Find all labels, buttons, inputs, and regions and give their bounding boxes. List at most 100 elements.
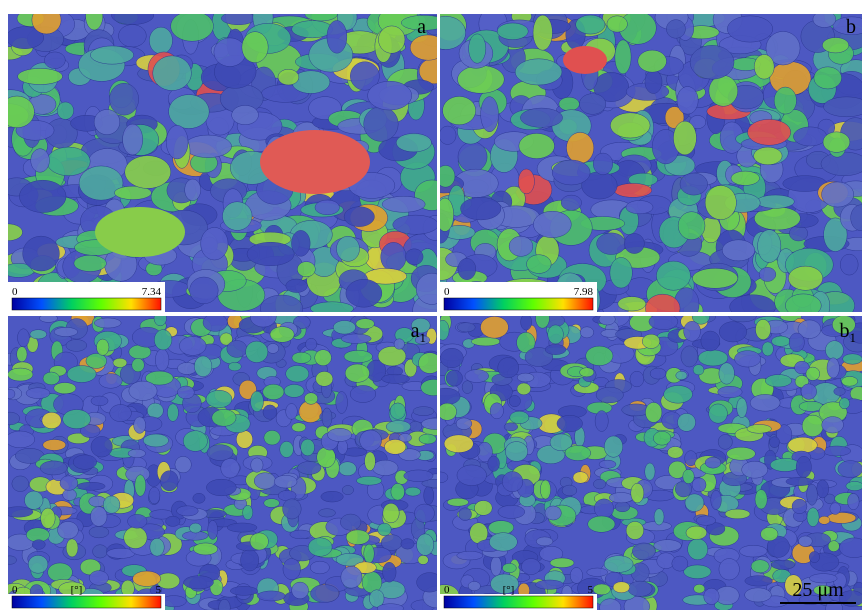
grain	[401, 539, 414, 549]
grain	[793, 127, 826, 146]
grain	[283, 558, 301, 579]
grain	[251, 458, 263, 472]
grain	[30, 330, 47, 339]
grain	[341, 566, 362, 588]
grain	[345, 364, 369, 382]
grain	[109, 83, 138, 115]
grain	[747, 119, 790, 145]
grain	[630, 371, 644, 387]
grain	[47, 147, 90, 176]
grain	[39, 314, 57, 322]
panel-letter: b	[840, 320, 850, 342]
grain	[587, 568, 608, 576]
grain	[310, 302, 353, 316]
grain	[438, 403, 457, 420]
grain	[304, 393, 317, 405]
panel-subscript: 1	[420, 330, 427, 345]
grain	[166, 516, 181, 526]
grain	[263, 405, 277, 419]
grain	[378, 346, 406, 366]
grain	[322, 408, 332, 427]
grain	[788, 266, 823, 290]
grain	[264, 430, 281, 445]
figure: a07.34b07.98a105[°]b105[°]25 μm	[0, 0, 862, 610]
grain	[264, 499, 280, 508]
grain	[615, 40, 631, 74]
grain	[672, 556, 688, 571]
grain	[208, 520, 218, 539]
grain	[678, 212, 705, 240]
grain	[673, 121, 696, 155]
grain	[177, 506, 199, 516]
grain	[822, 417, 844, 433]
grain	[751, 560, 769, 573]
colorbar-min: 0	[12, 584, 18, 596]
grain	[740, 545, 768, 557]
grain	[686, 526, 707, 539]
grain	[502, 472, 523, 492]
colorbar-max: 5	[588, 584, 594, 596]
grain	[227, 340, 247, 357]
grain	[124, 527, 147, 549]
grain	[42, 412, 61, 428]
grain	[489, 521, 514, 535]
grain	[718, 434, 732, 449]
grain	[364, 544, 375, 563]
grain	[599, 460, 616, 468]
grain	[169, 95, 210, 129]
grain	[480, 316, 508, 338]
grain	[333, 321, 355, 335]
grain	[676, 371, 687, 380]
grain	[154, 310, 167, 325]
grain	[456, 418, 472, 430]
grain	[729, 311, 756, 322]
grain	[128, 449, 146, 458]
grain	[311, 585, 339, 603]
grain	[28, 555, 48, 573]
grain	[607, 16, 627, 32]
grain	[459, 508, 472, 521]
grain	[94, 109, 120, 134]
grain	[604, 556, 633, 573]
grain	[704, 588, 719, 604]
grain	[626, 521, 644, 539]
grain	[593, 153, 612, 175]
grain	[113, 358, 127, 367]
grain	[147, 403, 163, 418]
grain	[362, 572, 382, 593]
colorbar-max: 7.34	[142, 286, 162, 298]
grain	[667, 446, 683, 458]
grain	[769, 437, 779, 448]
grain	[563, 46, 607, 74]
grain	[502, 563, 516, 572]
grain	[251, 391, 264, 412]
grain	[360, 430, 382, 451]
grain	[642, 334, 660, 348]
grain	[809, 551, 819, 562]
grain	[444, 435, 473, 453]
grain	[692, 478, 706, 492]
grain	[221, 12, 255, 25]
grain	[718, 386, 742, 398]
grain	[342, 485, 353, 494]
grain	[517, 383, 531, 395]
orientation-map	[0, 0, 454, 326]
grain	[436, 198, 454, 232]
grain	[465, 370, 489, 383]
grain	[801, 384, 817, 400]
grain	[822, 37, 849, 52]
grain	[306, 338, 317, 350]
grain	[54, 327, 78, 336]
grain	[417, 573, 443, 593]
grain	[742, 461, 768, 478]
grain	[94, 318, 121, 328]
grain	[684, 565, 711, 579]
grain	[284, 384, 304, 397]
grain	[705, 185, 736, 219]
grain	[301, 439, 315, 456]
grain	[498, 358, 519, 378]
grain	[0, 412, 20, 425]
grain	[236, 430, 252, 448]
grain	[394, 339, 405, 349]
grain	[626, 201, 653, 214]
